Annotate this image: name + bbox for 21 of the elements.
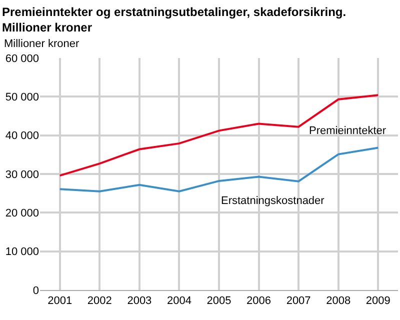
y-tick-label: 60 000 — [5, 52, 39, 65]
series-label: Erstatningskostnader — [221, 195, 325, 207]
series-label: Premieinntekter — [309, 125, 386, 137]
y-tick-label: 10 000 — [5, 246, 39, 258]
x-tick-label: 2004 — [166, 295, 192, 308]
y-tick-label: 40 000 — [5, 130, 39, 142]
x-tick-label: 2009 — [366, 295, 390, 308]
y-tick-label: 30 000 — [5, 168, 39, 181]
line-series — [58, 146, 380, 192]
chart-title: Premieinntekter og erstatningsutbetalinger, skadeforsikring. Millioner kroner — [2, 5, 346, 35]
x-tick-label: 2006 — [246, 295, 272, 308]
x-tick-label: 2003 — [127, 295, 152, 308]
y-axis-title: Millioner kroner — [4, 38, 80, 50]
x-tick-label: 2005 — [206, 295, 232, 308]
y-tick-label: 0 — [32, 284, 39, 297]
y-tick-label: 50 000 — [5, 92, 39, 104]
x-tick-label: 2001 — [48, 295, 72, 308]
y-tick-label: 20 000 — [5, 208, 39, 220]
x-tick-label: 2007 — [286, 295, 311, 308]
x-tick-label: 2002 — [87, 295, 112, 308]
x-tick-label: 2008 — [326, 295, 351, 308]
